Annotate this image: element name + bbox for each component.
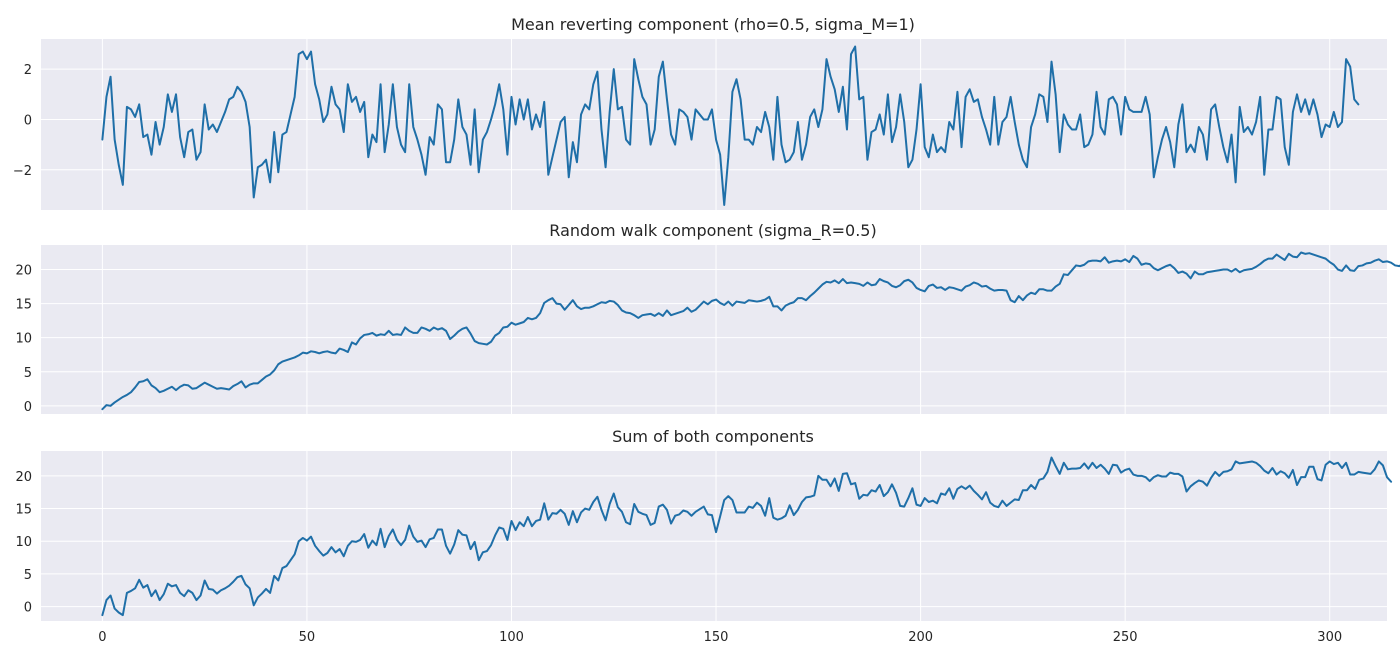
series-line — [101, 456, 1393, 617]
panel-mean-reverting: −2 0 2 Mean reverting component (rho=0.5, s… — [13, 15, 1387, 210]
x-tick-label: 100 — [499, 630, 524, 645]
chart-title: Mean reverting component (rho=0.5, sigma… — [511, 15, 915, 35]
y-tick-label: 0 — [24, 601, 32, 616]
plot-area: −2 0 2 — [13, 39, 1387, 210]
series-line — [101, 45, 1360, 206]
series-line — [101, 251, 1400, 411]
plot-background — [41, 451, 1387, 621]
x-tick-label: 150 — [704, 630, 729, 645]
x-tick-label: 0 — [98, 630, 106, 645]
y-tick-label: −2 — [13, 164, 32, 179]
y-tick-label: 0 — [24, 400, 32, 415]
chart-title: Sum of both components — [612, 427, 814, 446]
x-tick-label: 300 — [1317, 630, 1342, 645]
y-tick-label: 5 — [24, 366, 32, 381]
y-tick-label: 10 — [15, 535, 32, 550]
y-tick-label: 15 — [15, 298, 32, 313]
y-tick-label: 2 — [24, 63, 32, 78]
y-tick-label: 15 — [15, 503, 32, 518]
y-tick-label: 20 — [15, 470, 32, 485]
chart-title: Random walk component (sigma_R=0.5) — [549, 221, 876, 241]
panel-random-walk: 0 5 10 15 20 Random walk component (sigma_R=0… — [15, 221, 1400, 415]
y-tick-label: 10 — [15, 332, 32, 347]
x-tick-label: 200 — [908, 630, 933, 645]
x-tick-label: 250 — [1113, 630, 1138, 645]
x-tick-label: 50 — [299, 630, 316, 645]
y-tick-label: 5 — [24, 568, 32, 583]
plot-background — [41, 245, 1387, 414]
plot-area: 0 5 10 15 20 — [15, 245, 1400, 415]
y-tick-label: 0 — [24, 113, 32, 128]
y-tick-label: 20 — [15, 264, 32, 279]
